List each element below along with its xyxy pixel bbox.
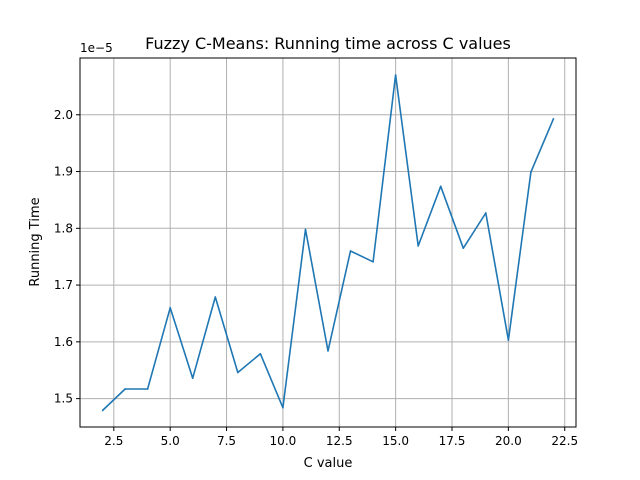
data-point	[507, 339, 510, 341]
x-tick-label: 12.5	[326, 434, 353, 448]
y-tick-label: 2.0	[54, 108, 73, 122]
data-point	[530, 171, 532, 173]
x-tick-label: 22.5	[551, 434, 578, 448]
data-point	[282, 406, 284, 409]
x-tick-label: 17.5	[439, 434, 466, 448]
y-axis-label: Running Time	[28, 197, 43, 286]
data-point	[349, 250, 352, 252]
y-tick-label: 1.6	[54, 335, 73, 349]
y-tick-label: 1.9	[54, 165, 73, 179]
chart-title: Fuzzy C-Means: Running time across C val…	[145, 34, 511, 53]
data-point	[462, 247, 465, 249]
data-point	[191, 377, 194, 379]
data-point	[439, 185, 442, 188]
ticks: 2.5 5.0 7.5 10.0 12.5 15.0 17.5 20.0 22.5 1.5 1.6 1…	[54, 108, 578, 448]
x-tick-label: 15.0	[382, 434, 409, 448]
data-point	[304, 228, 307, 231]
y-offset-label: 1e−5	[80, 41, 113, 55]
data-point	[372, 261, 374, 263]
grid	[80, 58, 576, 427]
data-point	[259, 352, 262, 355]
data-point	[552, 117, 555, 120]
data-point	[124, 388, 126, 390]
data-point	[146, 388, 149, 390]
data-point	[101, 409, 104, 412]
x-tick-label: 7.5	[217, 434, 236, 448]
data-point	[327, 350, 329, 352]
y-tick-label: 1.5	[54, 392, 73, 406]
x-tick-label: 10.0	[270, 434, 297, 448]
plot-frame	[79, 57, 577, 428]
data-point	[417, 245, 419, 247]
x-tick-label: 5.0	[161, 434, 180, 448]
data-point	[237, 371, 239, 374]
x-axis-label: C value	[304, 456, 353, 471]
data-point	[485, 212, 487, 214]
x-tick-label: 2.5	[104, 434, 123, 448]
series-layer	[101, 74, 555, 412]
data-point	[394, 74, 397, 76]
y-tick-label: 1.8	[54, 221, 73, 235]
data-point	[214, 296, 217, 298]
x-tick-label: 20.0	[495, 434, 522, 448]
data-point	[169, 306, 171, 309]
y-tick-label: 1.7	[54, 278, 73, 292]
